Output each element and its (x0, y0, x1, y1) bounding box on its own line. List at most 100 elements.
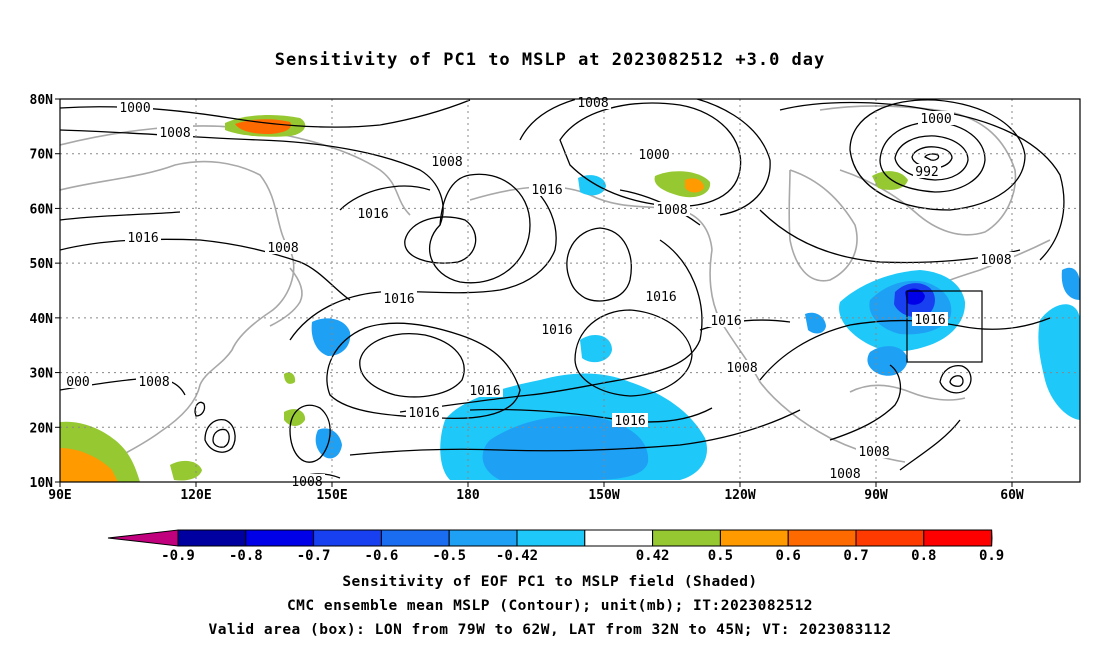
contour-label: 1016 (614, 414, 645, 429)
colorbar-segment (855, 529, 925, 547)
contour-label: 1000 (119, 101, 150, 116)
contour-1000-arctic (559, 102, 742, 207)
patch-south-green (170, 460, 202, 481)
colorbar-segment (245, 529, 315, 547)
contour-1008-aleutian-outer (429, 173, 531, 284)
contour-label: 000 (66, 375, 89, 390)
contour-label-bg (913, 164, 941, 178)
caption-line-2: CMC ensemble mean MSLP (Contour); unit(m… (286, 598, 814, 614)
lon-label: 120E (180, 488, 211, 503)
contour-label-bg (529, 182, 565, 196)
contour-label-bg (289, 474, 325, 488)
patch-pacific-green (284, 409, 306, 426)
contour-1016-high-inner (359, 333, 465, 398)
contour-1016-atlantic (759, 317, 1051, 381)
contour-label: 1000 (920, 112, 951, 127)
colorbar-label: -0.5 (432, 548, 466, 564)
contour-1016-northeast-asia (60, 211, 181, 221)
contour-1008-taiwan (194, 401, 206, 417)
contour-label: 1016 (541, 323, 572, 338)
contour-label-bg (978, 252, 1014, 266)
colorbar-segment (584, 529, 654, 547)
patch-gulf-blue (867, 346, 908, 376)
patch-canada-orange (685, 178, 704, 193)
patch-pacific-west-blue (805, 312, 826, 334)
contour-label-bg (708, 313, 744, 327)
contour-label-bg (64, 374, 92, 388)
contour-label-bg (612, 413, 648, 427)
contour-1008-philippine (204, 419, 236, 453)
lon-label: 150E (316, 488, 347, 503)
lat-label: 60N (30, 202, 54, 217)
coastline-asia (60, 160, 295, 469)
contour-label: 992 (915, 165, 938, 180)
contour-label: 1008 (858, 445, 889, 460)
colorbar-label: 0.5 (708, 548, 733, 564)
colorbar-segment (313, 529, 382, 547)
caption-line-3: Valid area (box): LON from 79W to 62W, L… (208, 622, 892, 638)
patch-pacific-north (580, 335, 612, 363)
lat-label: 40N (30, 312, 54, 327)
contour-label: 1016 (645, 290, 676, 305)
contour-label-bg (856, 444, 892, 458)
patch-east-atlantic-2 (1061, 267, 1080, 300)
contour-label: 1008 (577, 96, 608, 111)
colorbar-segment (516, 529, 586, 547)
contour-1008-kamchatka (339, 185, 431, 211)
lat-label: 30N (30, 367, 54, 382)
patch-pacific-blue (482, 416, 649, 480)
contour-label: 1016 (469, 384, 500, 399)
lat-label: 80N (30, 93, 54, 108)
colorbar-label: -0.7 (297, 548, 331, 564)
contour-1016-central (566, 227, 632, 302)
colorbar-segment (448, 529, 518, 547)
contour-label-bg (125, 230, 161, 244)
lat-lon-grid (60, 99, 1080, 482)
contour-label-bg (643, 289, 679, 303)
contour-label: 1008 (980, 253, 1011, 268)
patch-japan-blue (311, 318, 351, 356)
mslp-contours (60, 99, 1065, 482)
coastline-alaska (469, 185, 713, 251)
contour-label-bg (724, 360, 760, 374)
colorbar-label: 0.8 (911, 548, 936, 564)
map-layers (60, 99, 1080, 482)
patch-greenland-green (872, 171, 908, 190)
caption-line-1: Sensitivity of EOF PC1 to MSLP field (Sh… (342, 574, 758, 590)
valid-area-box (906, 290, 983, 363)
colorbar: -0.9 -0.8 -0.7 -0.6 -0.5 -0.42 0.42 0.5 0.6 0.7 0.… (107, 529, 1004, 564)
contour-label-bg (912, 312, 948, 326)
lat-label: 50N (30, 257, 54, 272)
colorbar-label: 0.42 (636, 548, 670, 564)
contour-1016-eastpac (399, 239, 703, 413)
contour-label-bg (636, 147, 672, 161)
contour-label-bg (654, 202, 690, 216)
patch-alaska-blue (578, 175, 606, 196)
colorbar-segment (177, 529, 247, 547)
colorbar-label: -0.42 (496, 548, 538, 564)
contour-label: 1016 (127, 231, 158, 246)
contour-label: 1008 (726, 361, 757, 376)
contour-label: 1000 (638, 148, 669, 163)
lon-label: 60W (1000, 488, 1024, 503)
contour-1008-north (60, 129, 444, 226)
colorbar-label: 0.7 (843, 548, 868, 564)
colorbar-label: -0.6 (365, 548, 399, 564)
lon-label: 90W (864, 488, 888, 503)
coastline-hudson (788, 169, 858, 282)
contour-label: 1016 (914, 313, 945, 328)
coastline-north-america-west (709, 249, 906, 463)
lon-label: 90E (48, 488, 71, 503)
shaded-patches (60, 115, 1080, 482)
contour-label: 1008 (159, 126, 190, 141)
patch-sw-orange (60, 448, 118, 482)
colorbar-label: -0.8 (229, 548, 263, 564)
contour-1000-iceland (849, 99, 1026, 211)
contour-1008-atlantic (779, 101, 1065, 261)
contour-1008-aleutian-inner (404, 216, 477, 264)
contour-label: 1016 (383, 292, 414, 307)
patch-coast-green (284, 372, 296, 384)
contour-label: 1016 (357, 207, 388, 222)
contour-label-bg (827, 466, 863, 480)
